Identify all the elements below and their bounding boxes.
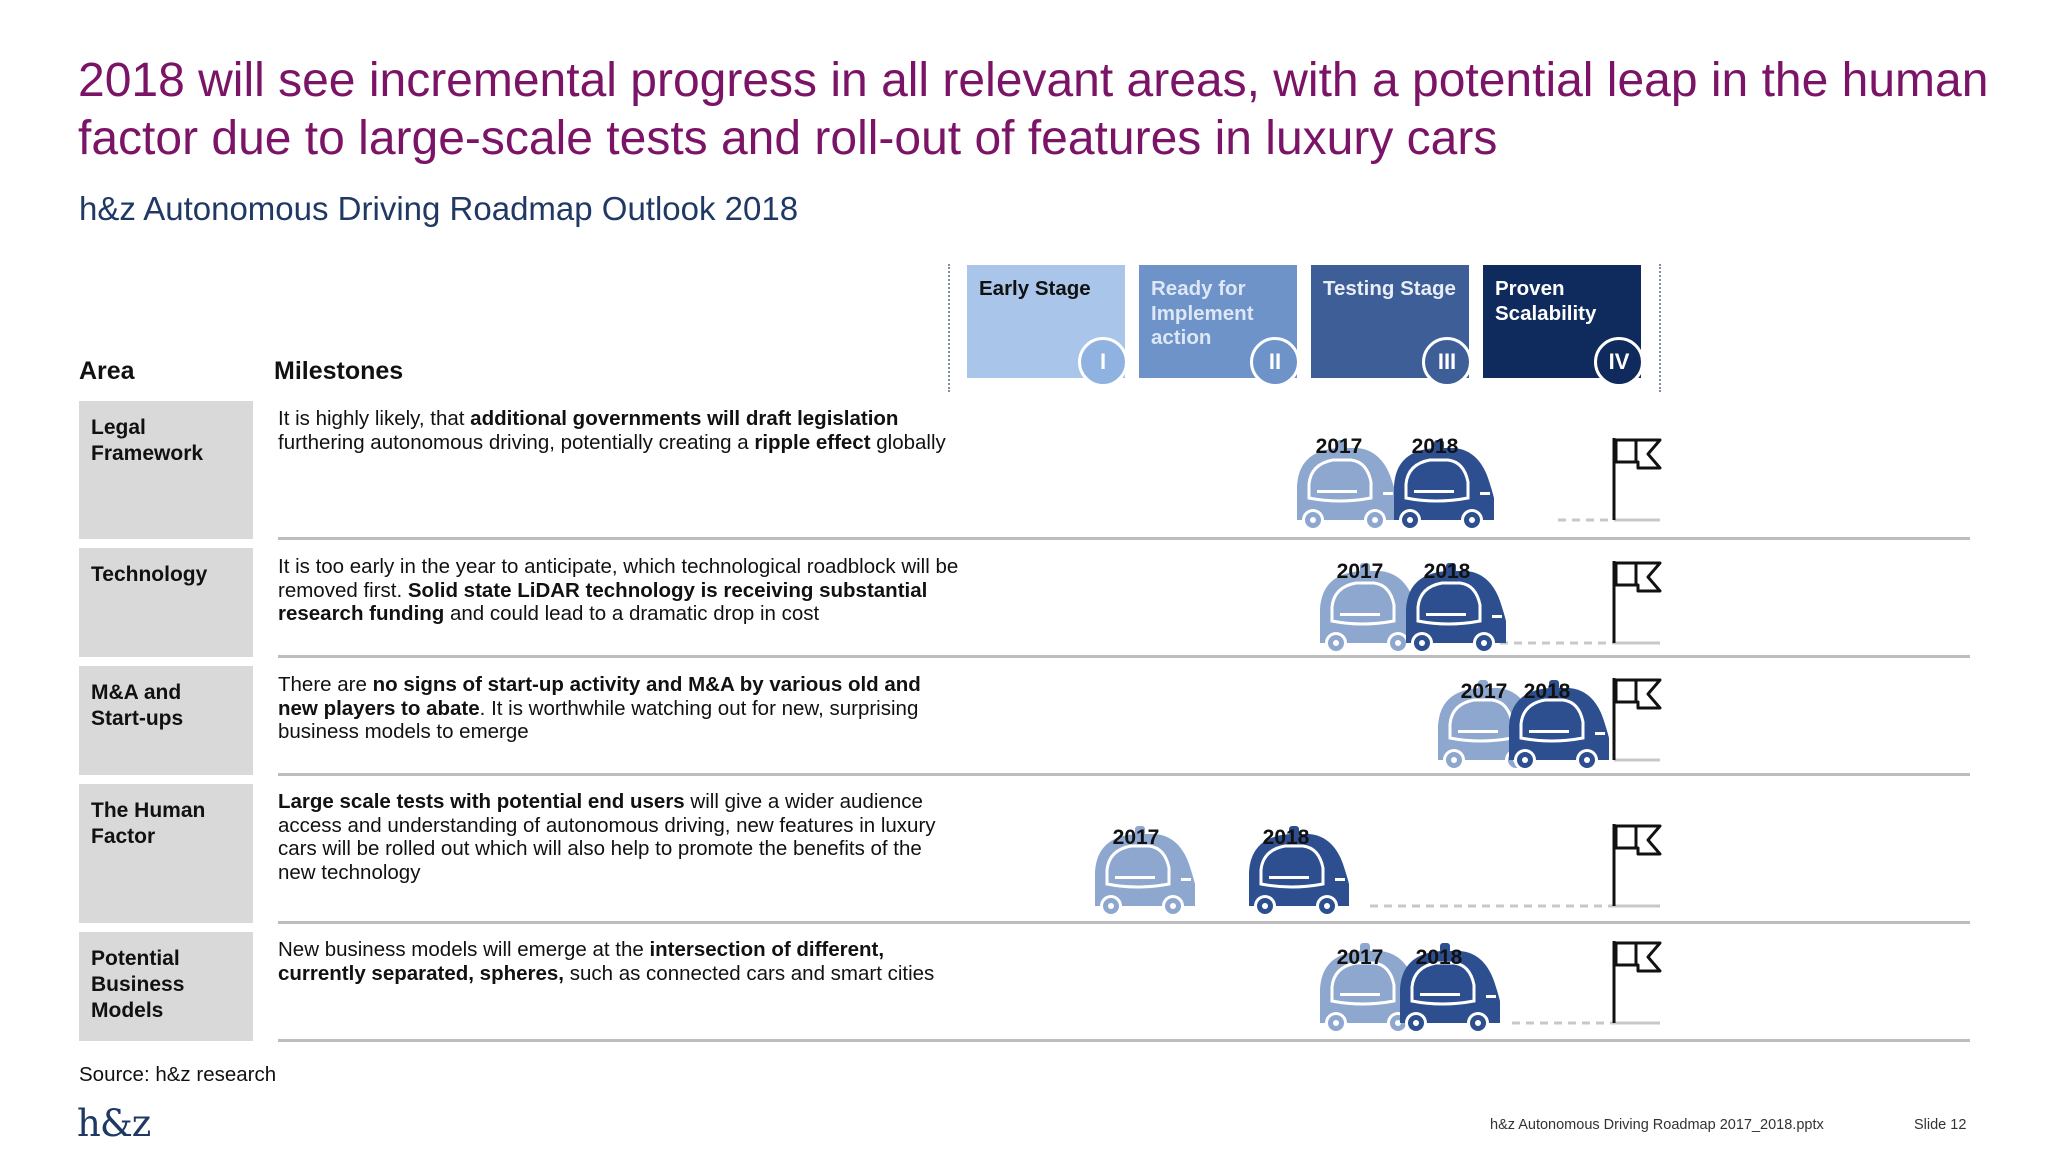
year-label-2018: 2018 xyxy=(1416,946,1463,969)
car-2018-icon xyxy=(1249,826,1349,917)
goal-flag-icon xyxy=(1612,824,1662,906)
area-business-models: Potential Business Models xyxy=(79,932,253,1041)
goal-flag-icon xyxy=(1612,561,1662,643)
car-2018-icon xyxy=(1400,943,1500,1034)
area-ma-startups: M&A and Start-ups xyxy=(79,666,253,775)
goal-flag-icon xyxy=(1612,438,1662,520)
company-logo: h&z xyxy=(77,1102,151,1145)
footer-filename: h&z Autonomous Driving Roadmap 2017_2018… xyxy=(1490,1117,1824,1133)
area-technology: Technology xyxy=(79,548,253,657)
goal-flag-icon xyxy=(1612,678,1662,760)
car-2017-icon xyxy=(1320,943,1420,1034)
milestone-text: There are no signs of start-up activity … xyxy=(278,673,921,743)
footer-slide-number: Slide 12 xyxy=(1914,1117,1967,1133)
year-label-2017: 2017 xyxy=(1113,826,1160,849)
slide-subtitle: h&z Autonomous Driving Roadmap Outlook 2… xyxy=(79,190,799,227)
year-label-2018: 2018 xyxy=(1424,560,1471,583)
stage-label: Testing Stage xyxy=(1323,277,1456,300)
milestone-text: It is highly likely, that additional gov… xyxy=(278,407,946,454)
slide-title: 2018 will see incremental progress in al… xyxy=(78,54,1989,165)
car-2018-icon xyxy=(1406,563,1506,654)
stage-box-testing: Testing Stage III xyxy=(1311,265,1472,387)
stage-label: Ready for Implement action xyxy=(1151,277,1254,349)
stage-numeral: III xyxy=(1422,337,1472,387)
row-separator xyxy=(278,537,1970,540)
stage-box-early: Early Stage I xyxy=(967,265,1128,387)
row-separator xyxy=(278,655,1970,658)
goal-flag-icon xyxy=(1612,941,1662,1023)
row-separator xyxy=(278,921,1970,924)
milestone-text: Large scale tests with potential end use… xyxy=(278,790,936,884)
car-2017-icon xyxy=(1320,563,1420,654)
car-2017-icon xyxy=(1095,826,1195,917)
stage-box-proven: Proven Scalability IV xyxy=(1483,265,1644,387)
stage-numeral: II xyxy=(1250,337,1300,387)
year-label-2018: 2018 xyxy=(1524,680,1571,703)
row-separator xyxy=(278,773,1970,776)
stage-label: Proven Scalability xyxy=(1495,277,1597,325)
year-label-2018: 2018 xyxy=(1263,826,1310,849)
car-2018-icon xyxy=(1509,680,1609,771)
area-human-factor: The Human Factor xyxy=(79,784,253,923)
year-label-2017: 2017 xyxy=(1337,560,1384,583)
year-label-2018: 2018 xyxy=(1412,435,1459,458)
milestones-column-header: Milestones xyxy=(274,357,404,385)
car-2018-icon xyxy=(1394,440,1494,531)
source-note: Source: h&z research xyxy=(79,1063,277,1086)
year-label-2017: 2017 xyxy=(1461,680,1508,703)
area-column-header: Area xyxy=(79,357,135,385)
year-label-2017: 2017 xyxy=(1337,946,1384,969)
year-label-2017: 2017 xyxy=(1316,435,1363,458)
row-separator xyxy=(278,1039,1970,1042)
area-legal-framework: Legal Framework xyxy=(79,401,253,539)
milestone-text: New business models will emerge at the i… xyxy=(278,938,935,985)
milestone-text: It is too early in the year to anticipat… xyxy=(278,555,959,625)
stage-bracket-left xyxy=(948,264,950,392)
stage-bracket-right xyxy=(1659,264,1661,392)
stage-label: Early Stage xyxy=(979,277,1091,300)
car-2017-icon xyxy=(1297,440,1397,531)
stage-box-ready: Ready for Implement action II xyxy=(1139,265,1300,387)
stage-numeral: I xyxy=(1078,337,1128,387)
stage-numeral: IV xyxy=(1594,337,1644,387)
